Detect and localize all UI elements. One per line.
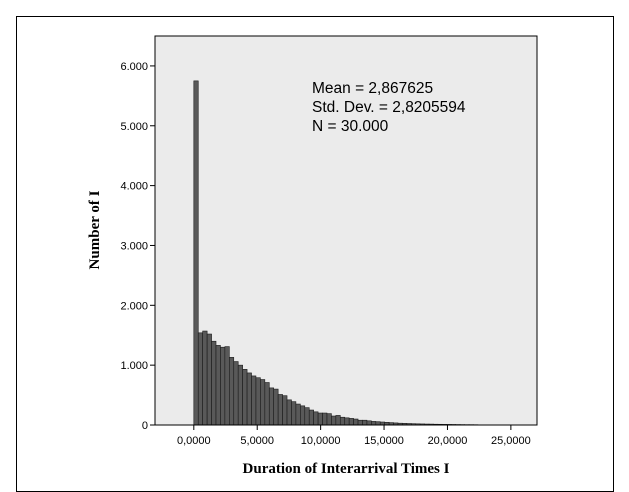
histogram-bar xyxy=(193,80,199,426)
y-tick-label: 0 xyxy=(142,420,148,432)
histogram-bar xyxy=(220,346,226,426)
histogram-bar xyxy=(211,340,217,426)
histogram-bar xyxy=(326,413,332,426)
histogram-bar xyxy=(233,361,239,426)
histogram-bar xyxy=(237,364,243,426)
histogram-bar xyxy=(246,372,252,426)
x-tick-label: 20,0000 xyxy=(428,435,468,447)
histogram-bar xyxy=(313,411,319,426)
histogram-bar xyxy=(251,375,257,426)
stat-std-dev: Std. Dev. = 2,8205594 xyxy=(312,99,466,116)
x-tick-label: 10,0000 xyxy=(301,435,341,447)
stat-mean: Mean = 2,867625 xyxy=(312,80,433,97)
histogram-bar xyxy=(344,417,350,426)
x-tick-label: 5,0000 xyxy=(240,435,274,447)
histogram-bar xyxy=(268,387,275,426)
y-tick-label: 4.000 xyxy=(120,181,148,193)
histogram-bar xyxy=(277,394,283,426)
histogram-bar xyxy=(339,416,346,426)
histogram-bars xyxy=(193,80,479,426)
x-tick-label: 0,0000 xyxy=(177,435,211,447)
histogram-bar xyxy=(286,399,292,426)
histogram-bar xyxy=(215,345,221,426)
histogram-bar xyxy=(300,405,306,426)
histogram-bar xyxy=(348,418,354,426)
histogram-bar xyxy=(304,407,310,426)
y-tick-label: 1.000 xyxy=(120,360,148,372)
y-tick-label: 2.000 xyxy=(120,300,148,312)
x-tick-label: 15,0000 xyxy=(364,435,404,447)
y-tick-label: 5.000 xyxy=(120,121,148,133)
histogram-bar xyxy=(282,395,288,426)
histogram-bar xyxy=(242,369,248,426)
histogram-bar xyxy=(317,412,323,426)
y-tick-label: 3.000 xyxy=(120,240,148,252)
x-axis-title: Duration of Interarrival Times I xyxy=(243,461,450,477)
y-axis-ticks: 0 1.000 2.000 3.000 4.000 5.000 6.000 xyxy=(120,61,155,432)
histogram-bar xyxy=(353,418,359,426)
histogram-bar xyxy=(229,357,235,426)
histogram-bar xyxy=(371,421,377,426)
histogram-bar xyxy=(255,377,261,426)
histogram-bar xyxy=(308,409,314,426)
histogram-bar xyxy=(331,415,337,426)
histogram-bar xyxy=(295,403,301,426)
histogram-bar xyxy=(197,332,203,426)
histogram-bar xyxy=(206,333,212,426)
histogram-bar xyxy=(273,388,279,426)
stat-n: N = 30.000 xyxy=(312,118,389,135)
histogram-bar xyxy=(224,346,230,426)
y-tick-label: 6.000 xyxy=(120,61,148,73)
y-axis-title: Number of I xyxy=(87,190,103,269)
histogram-bar xyxy=(335,415,341,426)
histogram-bar xyxy=(202,330,208,426)
histogram-bar xyxy=(357,419,363,426)
histogram-bar xyxy=(264,382,270,426)
x-axis-ticks: 0,0000 5,0000 10,0000 15,0000 20,0000 25,0000 xyxy=(177,425,531,447)
histogram-bar xyxy=(366,420,372,426)
histogram-bar xyxy=(260,379,266,426)
histogram-bar xyxy=(362,419,368,426)
histogram-bar xyxy=(322,412,328,426)
histogram-bar xyxy=(291,401,297,426)
x-tick-label: 25,0000 xyxy=(491,435,531,447)
